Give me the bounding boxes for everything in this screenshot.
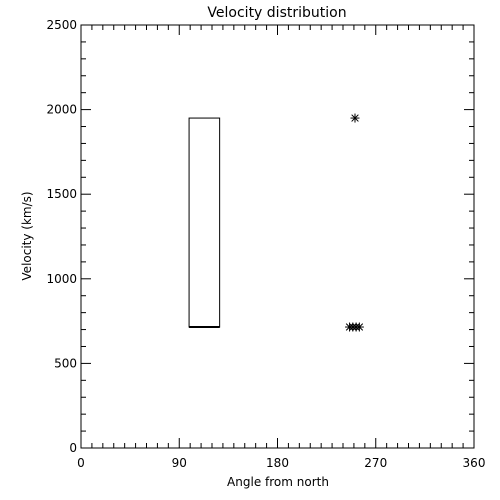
velocity-range-box	[188, 117, 221, 328]
y-tick-label: 2000	[46, 103, 77, 117]
x-tick-label: 0	[77, 456, 85, 470]
chart-title: Velocity distribution	[207, 5, 346, 21]
x-tick-label: 270	[364, 456, 387, 470]
axis-ticks	[80, 24, 475, 449]
y-axis-label: Velocity (km/s)	[20, 191, 34, 280]
x-axis-label: Angle from north	[227, 475, 329, 489]
y-tick-label: 1500	[46, 187, 77, 201]
x-tick-label: 180	[266, 456, 289, 470]
x-tick-labels: 0 90 180 270 360	[77, 456, 485, 470]
plot-frame	[80, 24, 475, 449]
y-tick-label: 2500	[46, 18, 77, 32]
y-tick-label: 1000	[46, 272, 77, 286]
x-tick-label: 90	[172, 456, 187, 470]
x-tick-label: 360	[463, 456, 486, 470]
y-tick-label: 0	[69, 441, 77, 455]
y-tick-labels: 0 500 1000 1500 2000 2500	[46, 18, 77, 455]
data-marks	[188, 113, 364, 332]
data-point-asterisk	[354, 322, 364, 332]
data-point-asterisk	[350, 113, 360, 123]
y-tick-label: 500	[54, 356, 77, 370]
